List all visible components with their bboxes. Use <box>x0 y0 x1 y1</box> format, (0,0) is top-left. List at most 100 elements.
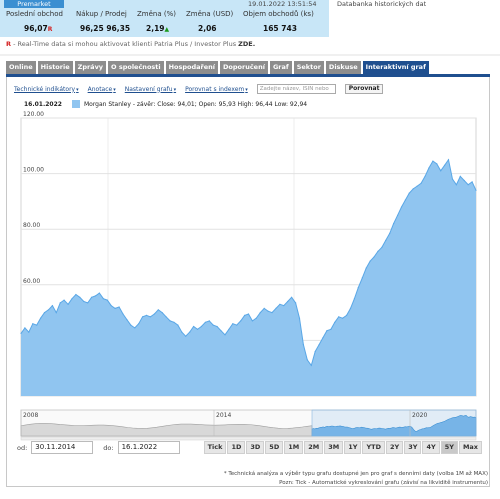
data-point <box>330 328 332 330</box>
change-usd-value: 2,06 <box>198 24 217 33</box>
chart-toolbar: Technické indikátory▾ Anotace▾ Nastavení… <box>14 84 384 94</box>
data-point <box>251 320 253 322</box>
range-buttons: Tick 1D 3D 5D 1M 2M 3M 1Y YTD 2Y 3Y 4Y 5Y Max <box>203 441 482 454</box>
data-point <box>157 309 159 311</box>
data-point <box>263 307 265 309</box>
chevron-down-icon: ▾ <box>173 86 177 93</box>
tab-historie[interactable]: Historie <box>37 61 73 74</box>
data-point <box>208 320 210 322</box>
range-button-2m[interactable]: 2M <box>304 441 324 454</box>
tab-graf[interactable]: Graf <box>269 61 292 74</box>
data-point <box>255 317 257 319</box>
tab-o-společnosti[interactable]: O společnosti <box>108 61 164 74</box>
indicators-menu[interactable]: Technické indikátory▾ <box>14 85 79 93</box>
data-point <box>318 344 320 346</box>
data-point <box>306 359 308 361</box>
data-point <box>283 305 285 307</box>
data-point <box>98 292 100 294</box>
data-point <box>475 189 477 191</box>
historical-data-link[interactable]: Databanka historických dat <box>337 0 427 8</box>
range-button-5y[interactable]: 5Y <box>440 441 458 454</box>
change-pct-value: 2,19▲ <box>146 24 170 33</box>
range-button-3y[interactable]: 3Y <box>404 441 422 454</box>
navigator-history <box>20 423 313 437</box>
data-point <box>322 337 324 339</box>
to-label: do: <box>103 443 114 452</box>
data-point <box>432 160 434 162</box>
data-point <box>463 179 465 182</box>
data-point <box>393 223 395 225</box>
tab-interaktivní-graf[interactable]: Interaktivní graf <box>362 61 429 74</box>
data-point <box>397 214 399 216</box>
data-point <box>212 324 214 326</box>
tab-hospodaření[interactable]: Hospodaření <box>165 61 219 74</box>
data-point <box>298 317 301 319</box>
tab-zprávy[interactable]: Zprávy <box>74 61 107 74</box>
data-point <box>189 331 191 333</box>
data-point <box>130 324 132 326</box>
range-button-max[interactable]: Max <box>458 441 482 454</box>
data-point <box>346 314 348 316</box>
chart-frame <box>6 77 490 487</box>
compare-button[interactable]: Porovnat <box>344 84 384 94</box>
header-change-pct: Změna (%) <box>137 10 176 18</box>
data-point <box>365 267 367 269</box>
data-point <box>357 287 359 289</box>
data-point <box>165 316 167 318</box>
range-button-3d[interactable]: 3D <box>246 441 265 454</box>
date-range: od: 30.11.2014 do: 16.1.2022 <box>17 441 180 454</box>
chevron-down-icon: ▾ <box>76 86 79 93</box>
data-point <box>334 321 336 323</box>
range-button-3m[interactable]: 3M <box>324 441 344 454</box>
data-point <box>259 312 261 314</box>
data-point <box>220 330 222 332</box>
range-button-tick[interactable]: Tick <box>203 441 227 454</box>
data-point <box>118 306 120 308</box>
date-from-input[interactable]: 30.11.2014 <box>31 441 94 454</box>
range-button-4y[interactable]: 4Y <box>422 441 440 454</box>
data-point <box>416 185 418 187</box>
range-button-1m[interactable]: 1M <box>284 441 304 454</box>
chart-settings-menu[interactable]: Nastavení grafu▾ <box>124 85 177 93</box>
data-point <box>43 312 46 314</box>
data-point <box>326 330 328 332</box>
chevron-down-icon: ▾ <box>245 86 248 93</box>
navigator-label: 2008 <box>23 412 38 419</box>
date-to-input[interactable]: 16.1.2022 <box>117 441 180 454</box>
arrow-up-icon: ▲ <box>164 26 170 33</box>
data-point <box>114 307 116 309</box>
data-point <box>71 298 73 300</box>
tab-doporučení[interactable]: Doporučení <box>220 61 268 74</box>
data-point <box>408 192 410 194</box>
last-trade-value: 96,07R <box>24 24 53 33</box>
data-point <box>420 182 422 184</box>
data-point <box>204 321 206 323</box>
data-point <box>153 313 155 315</box>
tab-sektor[interactable]: Sektor <box>293 61 324 74</box>
range-button-ytd[interactable]: YTD <box>362 441 385 454</box>
data-point <box>279 303 281 305</box>
range-button-5d[interactable]: 5D <box>265 441 284 454</box>
range-button-1y[interactable]: 1Y <box>344 441 362 454</box>
realtime-link[interactable]: ZDE. <box>238 40 256 48</box>
compare-search-input[interactable]: Zadejte název, ISIN nebo <box>256 84 336 94</box>
compare-index-menu[interactable]: Porovnat s indexem▾ <box>185 85 248 93</box>
range-button-2y[interactable]: 2Y <box>386 441 404 454</box>
data-point <box>216 325 218 328</box>
data-point <box>32 323 34 325</box>
tab-diskuse[interactable]: Diskuse <box>325 61 361 74</box>
chart-legend: 16.01.2022 Morgan Stanley - závěr: Close… <box>24 100 307 108</box>
data-point <box>444 164 446 166</box>
data-point <box>295 302 297 304</box>
data-point <box>455 184 457 186</box>
tab-online[interactable]: Online <box>6 61 36 74</box>
range-button-1d[interactable]: 1D <box>227 441 246 454</box>
data-point <box>244 314 246 316</box>
data-point <box>342 317 344 319</box>
data-point <box>196 328 199 330</box>
footnote-ta: * Technická analýza a výběr typu grafu d… <box>223 471 488 477</box>
chevron-down-icon: ▾ <box>113 86 116 93</box>
annotations-menu[interactable]: Anotace▾ <box>87 85 116 93</box>
data-point <box>40 317 42 319</box>
